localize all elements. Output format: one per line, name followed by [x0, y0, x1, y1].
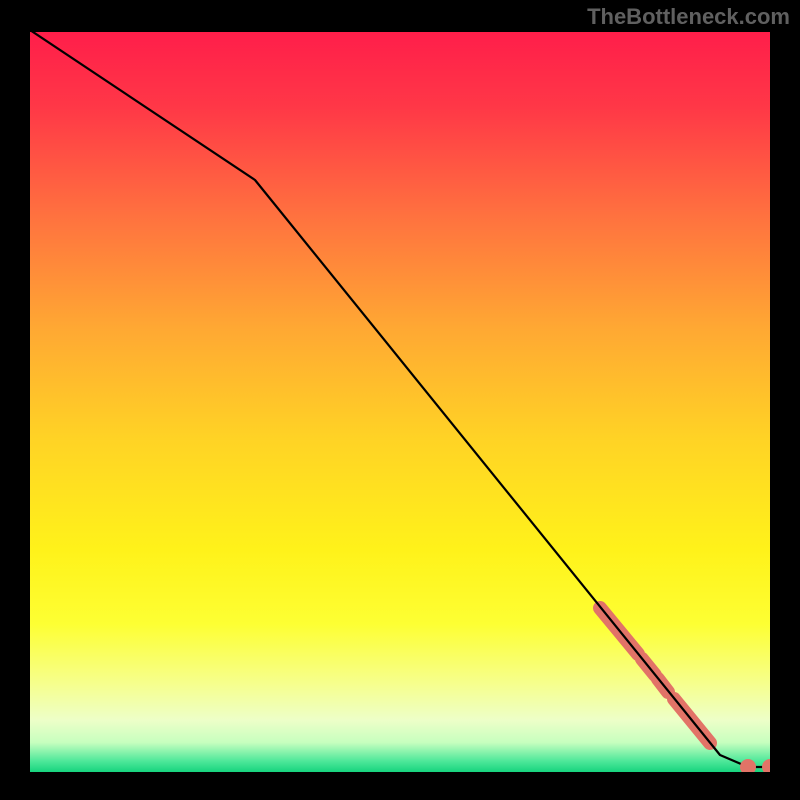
chart-svg: [30, 32, 770, 772]
chart-frame: TheBottleneck.com: [0, 0, 800, 800]
plot-area: [30, 32, 770, 772]
gradient-background: [30, 32, 770, 772]
watermark-text: TheBottleneck.com: [587, 4, 790, 30]
